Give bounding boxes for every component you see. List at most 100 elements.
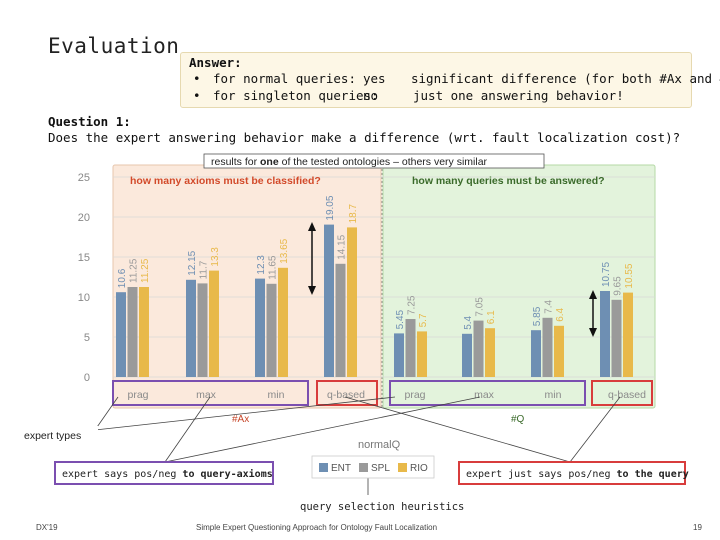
pos-neg-query-box xyxy=(458,461,686,485)
category-label: q-based xyxy=(608,389,646,401)
footer-page-number: 19 xyxy=(693,523,702,532)
y-tick-label: 25 xyxy=(78,172,90,184)
bar-label: 13.65 xyxy=(279,238,290,263)
answer-label-singleton: for singleton queries: xyxy=(213,88,379,103)
bar xyxy=(554,325,564,377)
bar-label: 6.4 xyxy=(555,307,566,321)
answer-comment-normal: significant difference (for both #Ax and… xyxy=(411,71,720,86)
y-tick-label: 15 xyxy=(78,252,90,264)
legend-entry: RIO xyxy=(410,463,428,474)
bars-group xyxy=(116,224,633,377)
bar-label: 5.4 xyxy=(463,315,474,329)
bar-label: 11.65 xyxy=(268,255,279,280)
bar xyxy=(278,267,288,377)
pos-neg-query-text: expert just says pos/neg to the query xyxy=(466,469,689,480)
bar-label: 7.25 xyxy=(407,295,418,315)
axioms-panel-title: how many axioms must be classified? xyxy=(130,175,321,187)
y-tick-label: 0 xyxy=(84,372,90,384)
range-arrow-axioms xyxy=(308,222,316,295)
answer-box: Answer: • for normal queries: yes signif… xyxy=(180,52,720,108)
connector-lines xyxy=(94,396,621,495)
bar xyxy=(542,317,553,377)
answer-value-normal: yes xyxy=(363,71,386,86)
bar-label: 9.65 xyxy=(613,276,624,296)
bar-label: 12.3 xyxy=(256,255,267,275)
bar-label: 10.75 xyxy=(601,262,612,287)
legend-swatch xyxy=(319,463,328,472)
legend-entry: ENT xyxy=(331,463,351,474)
bar-label: 12.15 xyxy=(187,250,198,275)
answer-comment-singleton: just one answering behavior! xyxy=(413,88,624,103)
legend-swatch xyxy=(359,463,368,472)
footer-conference: DX'19 xyxy=(36,523,58,532)
bar-label: 7.4 xyxy=(544,299,555,313)
category-label: prag xyxy=(127,389,148,401)
x-axis-title: normalQ xyxy=(358,439,401,451)
axioms-axis-label: #Ax xyxy=(232,414,249,425)
bar-label: 13.3 xyxy=(210,247,221,267)
legend: ENT SPL RIO xyxy=(319,463,428,474)
range-arrow-queries xyxy=(589,290,597,337)
legend-box xyxy=(311,455,435,479)
queries-panel-title: how many queries must be answered? xyxy=(412,175,605,187)
legend-swatch xyxy=(398,463,407,472)
question-block: Question 1: Does the expert answering be… xyxy=(48,114,680,146)
bar-label: 5.85 xyxy=(532,306,543,326)
note-text: results for one of the tested ontologies… xyxy=(211,156,488,168)
category-box-prag-max-min-axioms xyxy=(112,380,309,406)
y-tick-label: 20 xyxy=(78,212,90,224)
queries-axis-label: #Q xyxy=(511,414,525,425)
category-label: max xyxy=(196,389,217,401)
y-tick-label: 5 xyxy=(84,332,90,344)
footer-paper-title: Simple Expert Questioning Approach for O… xyxy=(196,523,438,532)
question-text: Does the expert answering behavior make … xyxy=(48,130,681,145)
bar xyxy=(485,328,495,377)
bar xyxy=(255,278,265,377)
note-box xyxy=(203,153,545,169)
expert-types-box xyxy=(18,426,98,442)
bar xyxy=(186,279,196,377)
bar-label: 10.55 xyxy=(624,263,635,288)
category-box-qbased-queries xyxy=(591,380,653,406)
bar xyxy=(611,299,622,377)
category-label: q-based xyxy=(327,389,365,401)
category-box-prag-max-min-queries xyxy=(389,380,586,406)
pos-neg-axioms-box xyxy=(54,461,274,485)
bar xyxy=(462,333,472,377)
slide-title: Evaluation xyxy=(48,34,180,58)
bar-label: 11.25 xyxy=(129,258,140,283)
question-heading: Question 1: xyxy=(48,114,131,129)
bar xyxy=(600,291,610,377)
bar xyxy=(324,224,334,377)
bar xyxy=(116,292,126,377)
category-labels: prag max min q-based prag max min q-based xyxy=(127,389,646,401)
bar xyxy=(394,333,404,377)
legend-entry: SPL xyxy=(371,463,390,474)
bar xyxy=(405,319,416,377)
bar-label: 5.45 xyxy=(395,309,406,329)
bar xyxy=(335,263,346,377)
bar-label: 11.7 xyxy=(199,260,210,279)
bar xyxy=(417,331,427,377)
legend-title: query selection heuristics xyxy=(300,501,464,513)
bar xyxy=(139,287,149,377)
bar-label: 18.7 xyxy=(348,203,359,223)
bar xyxy=(347,227,357,377)
pos-neg-axioms-text: expert says pos/neg to query-axioms xyxy=(62,468,273,480)
answer-label-normal: for normal queries: xyxy=(213,71,356,86)
category-label: min xyxy=(268,389,285,401)
bar xyxy=(473,320,484,377)
bar-label: 14.15 xyxy=(337,234,348,259)
category-label: prag xyxy=(404,389,425,401)
bar-label: 10.6 xyxy=(117,268,128,288)
bar-label: 11.25 xyxy=(140,258,151,283)
expert-types-label: expert types xyxy=(24,430,81,442)
bar-label: 19.05 xyxy=(325,195,336,220)
bar xyxy=(266,283,277,377)
bar xyxy=(127,287,138,377)
bar-label: 5.7 xyxy=(418,313,429,327)
answer-bullet-1: • xyxy=(193,71,201,86)
answer-value-singleton: no xyxy=(363,88,379,103)
bar xyxy=(531,330,541,377)
